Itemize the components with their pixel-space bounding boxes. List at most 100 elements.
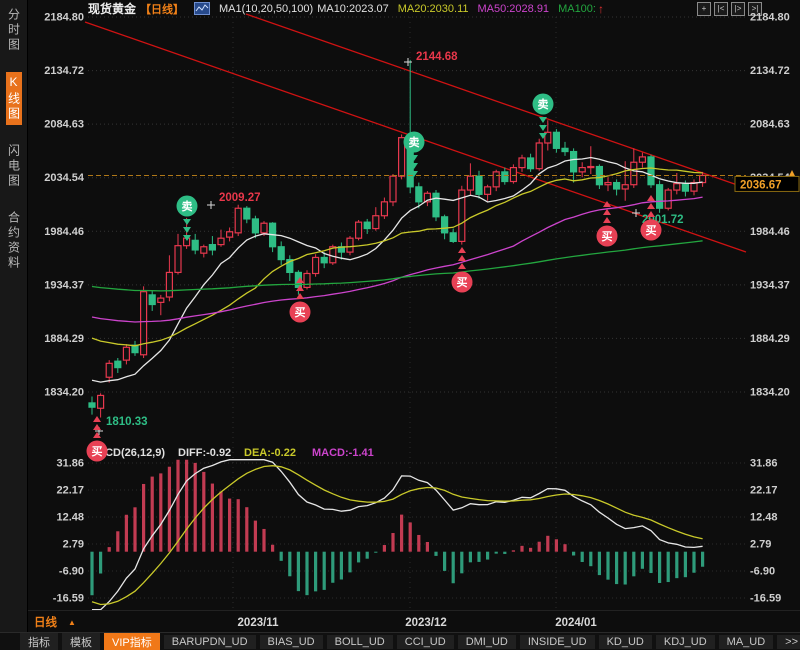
candle-body [380, 201, 388, 217]
candle-body [208, 244, 216, 251]
candle-body [501, 171, 509, 183]
toolbar-item-10[interactable]: KDJ_UD [655, 634, 715, 649]
macd-bar [331, 551, 335, 583]
macd-bar [692, 551, 696, 573]
candle-body [96, 394, 105, 409]
signal-triangle [183, 235, 191, 241]
candle-body [698, 174, 707, 184]
toolbar-item-8[interactable]: INSIDE_UD [519, 634, 595, 649]
macd-axis-label-left: 12.48 [56, 512, 84, 524]
candle-body [303, 272, 311, 288]
macd-bar [658, 551, 662, 583]
macd-bar [572, 551, 576, 556]
signal-triangle [647, 211, 655, 217]
macd-bar [271, 544, 275, 552]
toolbar-item-6[interactable]: CCI_UD [396, 634, 454, 649]
symbol-title: 现货黄金 [88, 2, 137, 16]
macd-bar [417, 534, 421, 552]
signal-triangle [647, 203, 655, 209]
macd-dea-value: DEA:-0.22 [244, 447, 296, 459]
candle-body [535, 142, 543, 170]
macd-axis-label-left: 31.86 [56, 458, 84, 470]
macd-bar [451, 551, 455, 584]
candle-body [578, 166, 586, 173]
toolbar-item-7[interactable]: DMI_UD [457, 634, 516, 649]
macd-bar [546, 535, 550, 552]
signal-triangle [458, 263, 466, 269]
buy-signal-badge[interactable] [596, 225, 618, 247]
candle-body [647, 156, 655, 186]
period-collapse-icon[interactable]: ▲ [68, 618, 76, 627]
sell-signal-badge[interactable] [532, 93, 554, 115]
kline-chart[interactable]: 2184.80 2184.80 2134.72 2134.72 2084.63 2084.… [28, 0, 800, 632]
macd-bar [443, 551, 447, 571]
toolbar-item-1[interactable]: 模板 [62, 632, 100, 650]
candle-body [509, 166, 517, 183]
candle-body [415, 186, 423, 203]
toolbar-item-2[interactable]: VIP指标 [104, 632, 160, 650]
candle-body [243, 207, 251, 220]
period-label[interactable]: 日线 [34, 615, 57, 629]
candle-body [638, 156, 647, 163]
signal-triangle [539, 125, 547, 131]
signal-triangle [93, 432, 101, 438]
buy-signal-badge[interactable] [289, 301, 311, 323]
buy-signal-badge[interactable] [86, 440, 108, 462]
candle-body [157, 297, 165, 303]
price-axis-label-left: 1884.29 [44, 333, 84, 345]
macd-bar [357, 551, 361, 563]
macd-bar [391, 533, 395, 552]
candle-body [569, 150, 578, 173]
sell-signal-badge[interactable] [176, 195, 198, 217]
macd-bar [348, 551, 352, 573]
pan-left-icon[interactable]: |< [714, 1, 728, 16]
signal-triangle [93, 424, 101, 430]
candle-body [527, 157, 535, 170]
macd-bar [133, 507, 137, 552]
sidebar-tab-3[interactable]: 合约资料 [6, 211, 21, 271]
toolbar-item-0[interactable]: 指标 [20, 632, 58, 650]
toolbar-item-11[interactable]: MA_UD [718, 634, 774, 649]
toolbar-item-12[interactable]: >> [777, 634, 800, 649]
macd-bar [116, 531, 120, 552]
extreme-cross-marker [404, 58, 412, 66]
candle-body [355, 221, 363, 239]
toolbar-item-5[interactable]: BOLL_UD [326, 634, 393, 649]
sell-signal-badge[interactable] [403, 131, 425, 153]
macd-bar [623, 551, 627, 585]
candle-body [251, 218, 259, 234]
macd-bar [210, 483, 214, 552]
ma50-value: MA50:2028.91 [477, 2, 550, 15]
candle-body [612, 181, 621, 190]
macd-bar [529, 547, 533, 552]
sidebar-tab-1[interactable]: K线图 [5, 72, 22, 125]
candle-body [621, 184, 629, 190]
macd-bar [434, 551, 438, 556]
candle-body [312, 256, 320, 275]
ma100-line [91, 240, 703, 292]
price-marker-label: 2144.68 [416, 51, 458, 63]
candle-body [552, 131, 561, 149]
buy-signal-badge[interactable] [640, 219, 662, 241]
pan-right-icon[interactable]: |> [731, 1, 745, 16]
shift-right-icon[interactable]: >| [748, 1, 762, 16]
macd-diff-value: DIFF:-0.92 [178, 447, 231, 459]
crosshair-icon[interactable]: + [697, 1, 711, 16]
toolbar-item-3[interactable]: BARUPDN_UD [163, 634, 256, 649]
toolbar-item-9[interactable]: KD_UD [598, 634, 652, 649]
macd-bar [649, 551, 653, 574]
sidebar-tab-2[interactable]: 闪电图 [6, 144, 21, 189]
price-axis-label-right: 1834.20 [750, 386, 790, 398]
candle-body [466, 175, 474, 191]
candle-body [372, 215, 380, 230]
toolbar-item-4[interactable]: BIAS_UD [259, 634, 323, 649]
candle-body [432, 192, 440, 218]
macd-bar [425, 541, 429, 552]
candle-body [105, 362, 113, 378]
ma50-line [91, 196, 703, 323]
buy-signal-badge[interactable] [451, 271, 473, 293]
sidebar-tab-0[interactable]: 分时图 [6, 8, 21, 53]
signal-triangle [603, 201, 611, 207]
price-axis-label-left: 2184.80 [44, 12, 84, 24]
candle-body [604, 181, 612, 186]
